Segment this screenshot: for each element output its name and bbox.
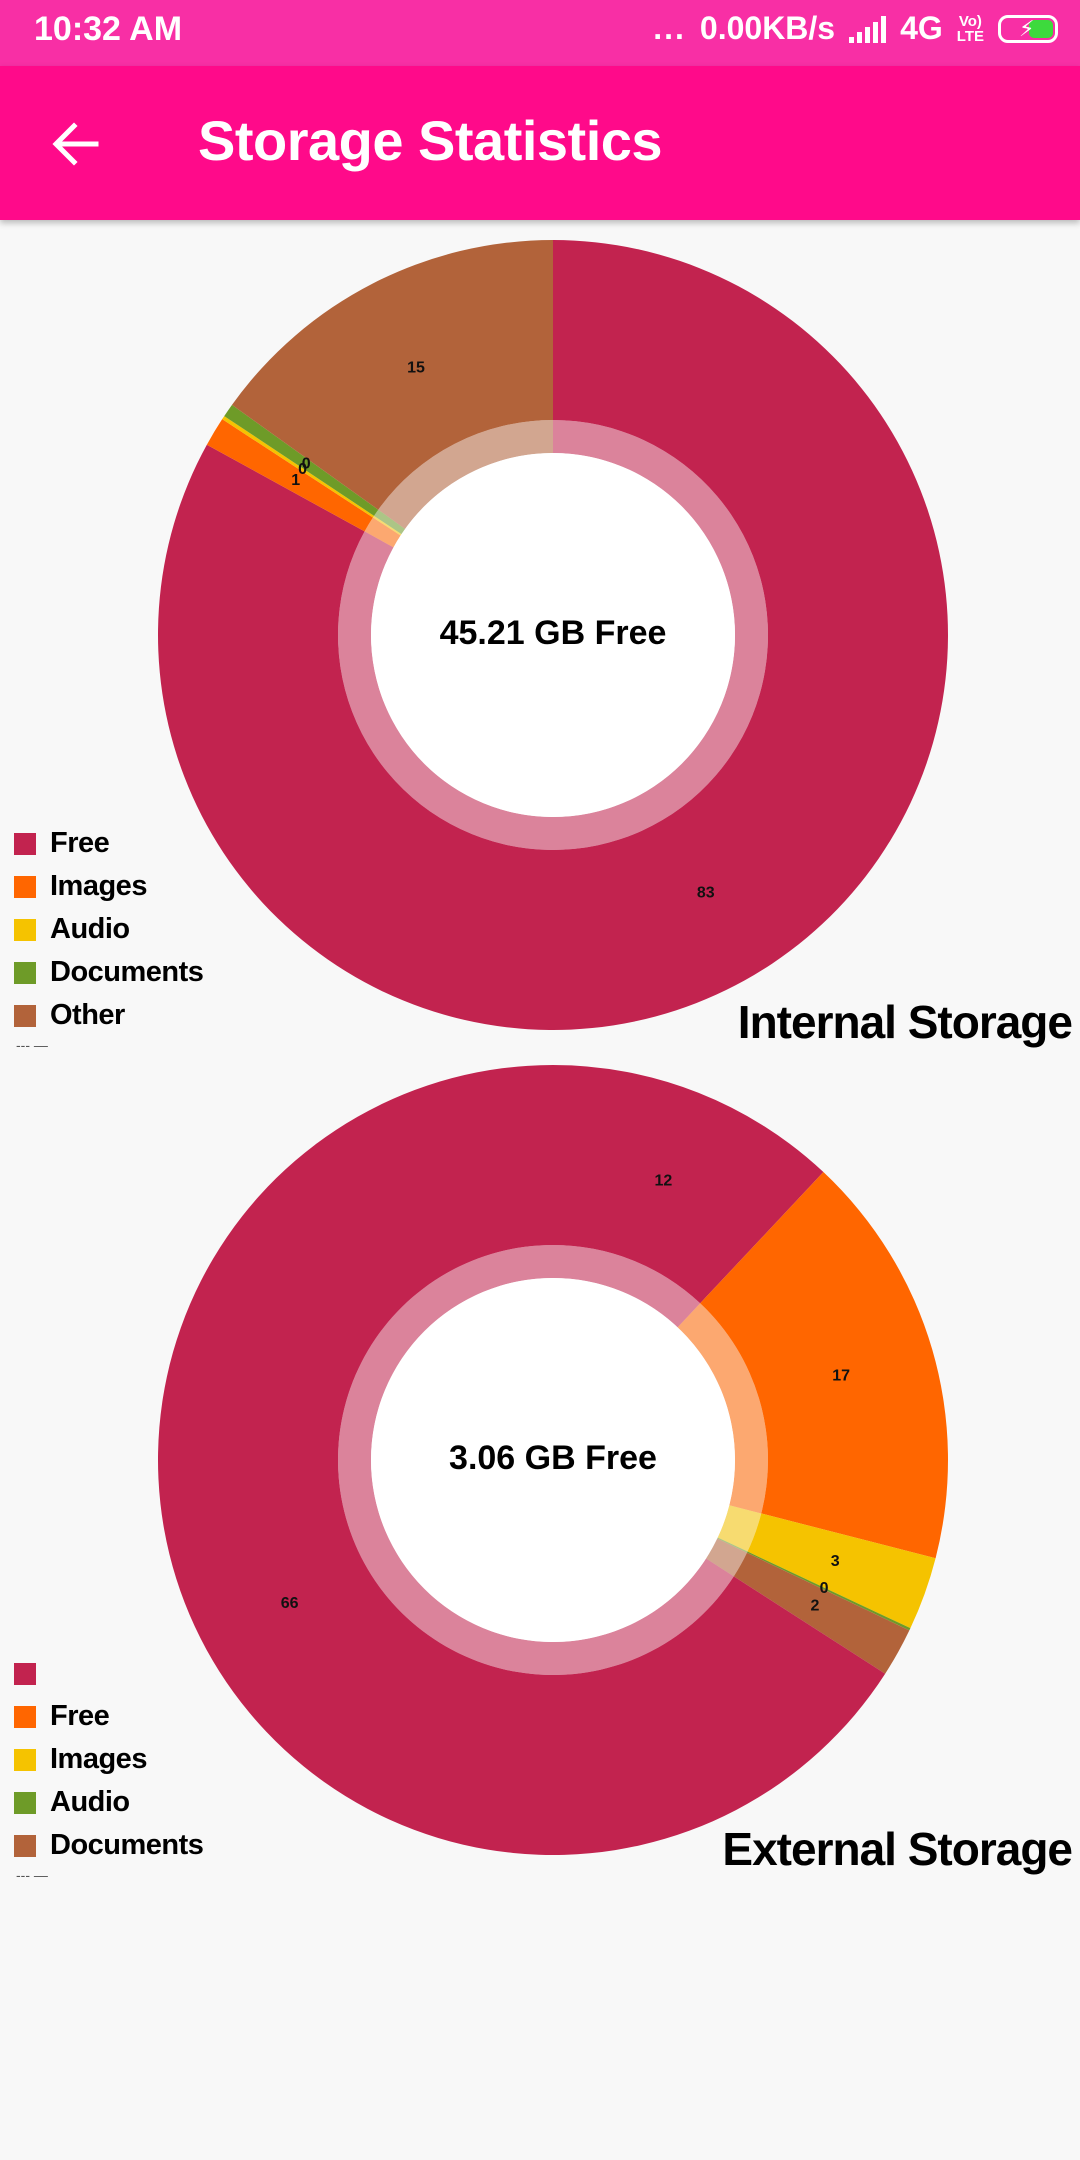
legend-item: Images: [14, 1738, 203, 1781]
internal-storage-legend: Free Images Audio Documents Other --- —: [14, 822, 204, 1053]
slice-value-label: 17: [832, 1368, 850, 1385]
slice-value-label: 2: [811, 1597, 820, 1614]
legend-item: [14, 1652, 203, 1695]
slice-value-label: 1: [291, 472, 300, 489]
free-space-center-text: 3.06 GB Free: [449, 1439, 657, 1477]
slice-highlight-1: [677, 1303, 768, 1514]
legend-item: Documents: [14, 1824, 204, 1867]
legend-label: Other: [50, 999, 125, 1031]
legend-label: Documents: [50, 1829, 204, 1861]
legend-item: Documents: [14, 951, 204, 994]
arrow-back-icon: [52, 122, 99, 166]
legend-swatch: [14, 1748, 36, 1771]
slice-value-label: 0: [298, 461, 307, 478]
slice-highlight-1: [364, 517, 401, 548]
slice-0: [553, 1065, 824, 1304]
legend-item: Audio: [14, 1781, 203, 1824]
legend-swatch: [14, 832, 36, 855]
legend-swatch: [14, 918, 36, 941]
slice-highlight-3: [374, 509, 406, 535]
status-time: 10:32 AM: [34, 10, 183, 48]
legend-label: Audio: [50, 1786, 130, 1818]
legend-item: Other: [14, 994, 203, 1037]
legend-swatch: [14, 961, 36, 984]
network-speed: 0.00KB/s: [699, 10, 836, 46]
internal-storage-donut-chart: 83 100 15 45.21 GB Free: [157, 240, 948, 1030]
app-bar: Storage Statistics: [0, 66, 1080, 220]
legend-label: Images: [50, 1743, 147, 1775]
legend-overflow-indicator: --- —: [16, 1867, 48, 1883]
slice-1: [206, 419, 373, 532]
legend-item: Free: [14, 822, 203, 865]
slice-highlight-4: [378, 420, 553, 529]
legend-swatch: [14, 1791, 36, 1814]
slice-highlight-3: [717, 1537, 748, 1553]
external-storage-legend: Free Images Audio Documents --- —: [14, 1652, 204, 1883]
volte-bottom: LTE: [956, 27, 984, 45]
slice-0: [157, 240, 948, 1030]
slice-highlight-2: [717, 1505, 762, 1552]
legend-overflow-indicator: --- —: [16, 1037, 48, 1053]
slice-highlight-0: [553, 1245, 701, 1328]
external-storage-title: External Storage: [722, 1823, 1073, 1875]
free-space-center-text: 45.21 GB Free: [440, 614, 667, 652]
slice-value-label: 15: [407, 359, 425, 376]
legend-swatch: [14, 1834, 36, 1857]
donut-hole: [371, 1278, 735, 1642]
slice-4: [231, 240, 553, 510]
volte-icon: Vo) LTE: [957, 14, 984, 44]
external-storage-donut-chart: 12 17 302 66 3.06 GB Free: [158, 1065, 948, 1855]
slice-value-label: 3: [831, 1553, 840, 1570]
slice-highlight-2: [372, 515, 402, 536]
legend-label: Documents: [50, 956, 204, 988]
slice-highlight-4: [706, 1538, 747, 1577]
back-button[interactable]: [44, 112, 108, 176]
slice-2: [222, 416, 375, 518]
notification-dots: ...: [653, 10, 686, 46]
legend-label: Images: [50, 870, 147, 902]
signal-icon: [849, 15, 887, 43]
network-type: 4G: [900, 10, 943, 46]
slice-3: [224, 404, 379, 516]
legend-label: Free: [50, 1700, 110, 1732]
slice-2: [747, 1513, 936, 1629]
donut-hole: [371, 453, 735, 817]
battery-icon: ⚡: [998, 14, 1058, 43]
legend-swatch: [14, 1662, 36, 1685]
legend-swatch: [14, 1004, 36, 1027]
slice-value-label: 0: [820, 1580, 829, 1597]
legend-item: Images: [14, 865, 203, 908]
legend-swatch: [14, 875, 36, 898]
status-icons: ... 0.00KB/s 4G Vo) LTE ⚡: [653, 10, 1058, 47]
slice-value-label: 66: [281, 1595, 299, 1612]
volte-top: Vo): [958, 12, 982, 30]
status-bar: 10:32 AM ... 0.00KB/s 4G Vo) LTE ⚡: [0, 0, 1080, 66]
page-title: Storage Statistics: [198, 109, 663, 172]
legend-label: Free: [50, 827, 110, 859]
slice-3: [746, 1551, 911, 1631]
slice-1: [700, 1172, 948, 1559]
slice-5: [158, 1065, 886, 1855]
slice-value-label: 12: [655, 1172, 673, 1189]
slice-4: [733, 1552, 910, 1674]
legend-item: Free: [14, 1695, 203, 1738]
legend-item: Audio: [14, 908, 203, 951]
legend-swatch: [14, 1705, 36, 1728]
slice-value-label: 83: [697, 884, 715, 901]
internal-storage-title: Internal Storage: [737, 996, 1073, 1048]
legend-label: Audio: [50, 913, 130, 945]
slice-value-label: 0: [302, 456, 311, 473]
